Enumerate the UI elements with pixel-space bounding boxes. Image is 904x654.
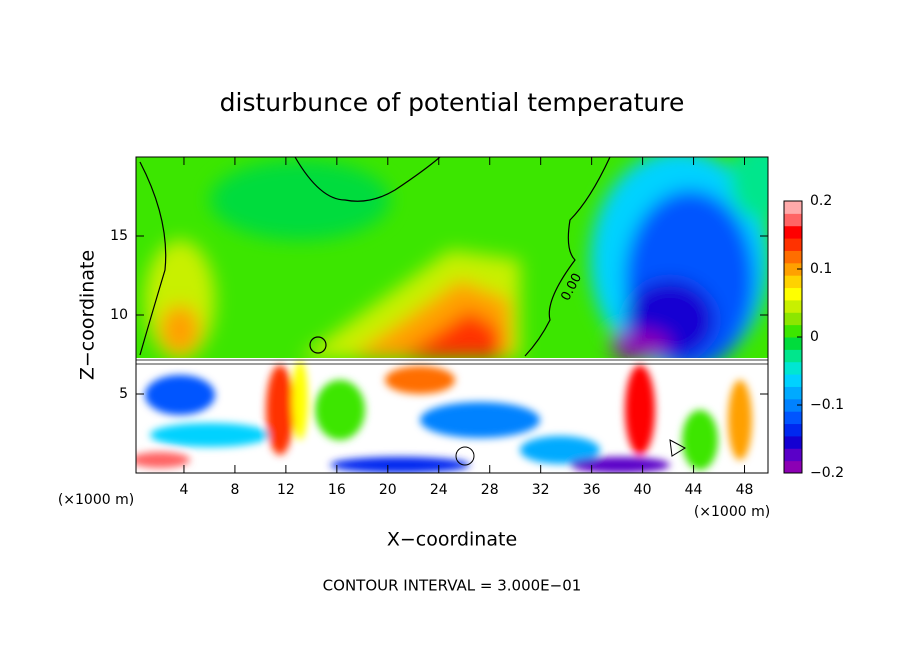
field: 0.00 <box>136 157 768 473</box>
y-tick-label: 5 <box>119 386 128 402</box>
colorbar-tick-label: 0.2 <box>810 193 832 209</box>
colorbar-swatch <box>784 250 802 264</box>
x-tick-label: 32 <box>532 482 550 498</box>
colorbar-swatch <box>784 423 802 437</box>
x-tick-label: 36 <box>583 482 601 498</box>
y-unit-label: (×1000 m) <box>58 492 134 508</box>
chart-title: disturbunce of potential temperature <box>220 88 685 117</box>
x-tick-label: 28 <box>481 482 499 498</box>
colorbar-tick-label: −0.2 <box>810 465 844 481</box>
colorbar-swatch <box>784 460 802 474</box>
colorbar-swatch <box>784 225 802 239</box>
x-tick-label: 16 <box>328 482 346 498</box>
x-tick-label: 20 <box>379 482 397 498</box>
x-tick-label: 44 <box>685 482 703 498</box>
colorbar-tick-label: −0.1 <box>810 397 844 413</box>
colorbar-swatch <box>784 299 802 313</box>
colorbar-tick-label: 0 <box>810 329 819 345</box>
x-tick-label: 12 <box>277 482 295 498</box>
y-tick-label: 15 <box>110 228 128 244</box>
colorbar-swatch <box>784 201 802 214</box>
colorbar-swatch <box>784 448 802 462</box>
colorbar-swatch <box>784 213 802 227</box>
y-tick-label: 10 <box>110 307 128 323</box>
x-unit-label: (×1000 m) <box>694 504 770 520</box>
colorbar-swatch <box>784 238 802 251</box>
colorbar-swatch <box>784 435 802 449</box>
colorbar-swatch <box>784 411 802 425</box>
colorbar-swatch <box>784 312 802 326</box>
x-tick-label: 40 <box>634 482 652 498</box>
x-tick-label: 24 <box>430 482 448 498</box>
colorbar-swatch <box>784 287 802 301</box>
colorbar-tick-label: 0.1 <box>810 261 832 277</box>
colorbar-swatch <box>784 386 802 400</box>
colorbar-swatch <box>784 324 802 338</box>
colorbar-swatch <box>784 349 802 363</box>
x-tick-label: 48 <box>736 482 754 498</box>
colorbar-swatch <box>784 361 802 375</box>
colorbar-swatch <box>784 374 802 387</box>
colorbar-swatch <box>784 262 802 276</box>
x-tick-label: 4 <box>179 482 188 498</box>
x-tick-label: 8 <box>230 482 239 498</box>
y-axis-label: Z−coordinate <box>77 250 99 380</box>
x-axis-label: X−coordinate <box>387 529 517 551</box>
contour-interval-note: CONTOUR INTERVAL = 3.000E−01 <box>323 577 582 595</box>
colorbar-swatch <box>784 337 802 350</box>
colorbar-swatch <box>784 275 802 289</box>
colorbar-swatch <box>784 398 802 412</box>
